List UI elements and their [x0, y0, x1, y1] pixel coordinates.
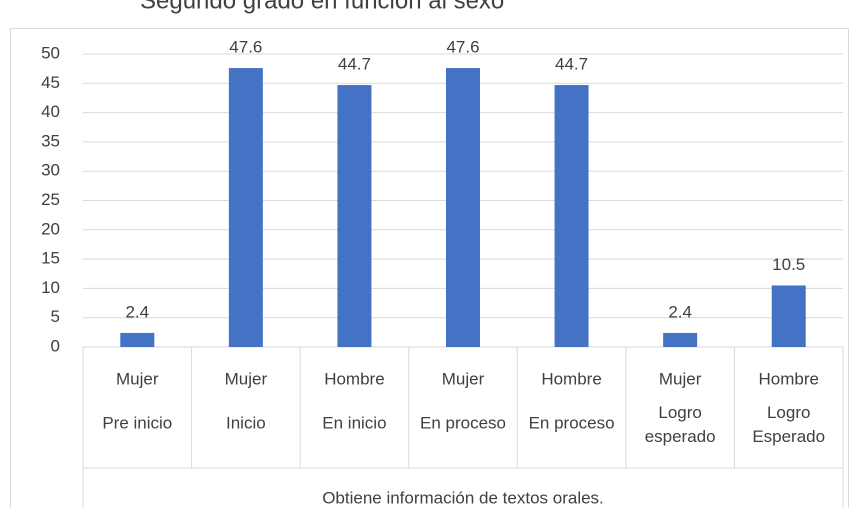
- category-level: Logro Esperado: [752, 403, 825, 446]
- category-level: Pre inicio: [102, 413, 172, 432]
- category-level: En inicio: [322, 413, 386, 432]
- y-tick-label: 35: [41, 131, 60, 150]
- category-level: Inicio: [226, 413, 266, 432]
- y-tick-label: 0: [51, 336, 60, 355]
- y-tick-label: 30: [41, 161, 60, 180]
- bar: [771, 285, 806, 347]
- category-level: En proceso: [529, 413, 615, 432]
- category-level-line: Logro: [658, 403, 701, 422]
- y-tick-label: 40: [41, 102, 60, 121]
- bar: [228, 68, 263, 348]
- value-label: 44.7: [338, 55, 371, 74]
- value-label: 47.6: [446, 38, 479, 57]
- bar: [337, 85, 372, 348]
- value-label: 47.6: [229, 38, 262, 57]
- category-level: Logro esperado: [645, 403, 716, 446]
- value-label: 2.4: [125, 302, 149, 321]
- category-sex: Mujer: [116, 369, 159, 388]
- category-level-line: Esperado: [752, 427, 825, 446]
- chart-title: Segundo grado en función al sexo: [140, 0, 504, 14]
- category-sex: Hombre: [541, 369, 601, 388]
- value-label: 44.7: [555, 55, 588, 74]
- category-sex: Mujer: [442, 369, 485, 388]
- category-sex: Hombre: [758, 369, 818, 388]
- category-level: En proceso: [420, 413, 506, 432]
- y-tick-label: 25: [41, 190, 60, 209]
- value-label: 2.4: [668, 302, 692, 321]
- category-sex: Mujer: [225, 369, 268, 388]
- y-tick-label: 45: [41, 73, 60, 92]
- category-sex: Hombre: [324, 369, 384, 388]
- value-label: 10.5: [772, 255, 805, 274]
- chart-frame: [10, 28, 849, 508]
- y-tick-label: 15: [41, 249, 60, 268]
- category-level-line: Logro: [767, 403, 810, 422]
- bar: [120, 332, 155, 347]
- bar: [663, 332, 698, 347]
- bar: [446, 68, 480, 348]
- y-tick-label: 50: [41, 43, 60, 62]
- y-tick-label: 5: [51, 307, 60, 326]
- group-label: Obtiene información de textos orales.: [322, 488, 604, 507]
- category-sex: Mujer: [659, 369, 702, 388]
- y-tick-label: 20: [41, 219, 60, 238]
- bar: [554, 85, 589, 348]
- y-tick-label: 10: [41, 278, 60, 297]
- category-level-line: esperado: [645, 427, 716, 446]
